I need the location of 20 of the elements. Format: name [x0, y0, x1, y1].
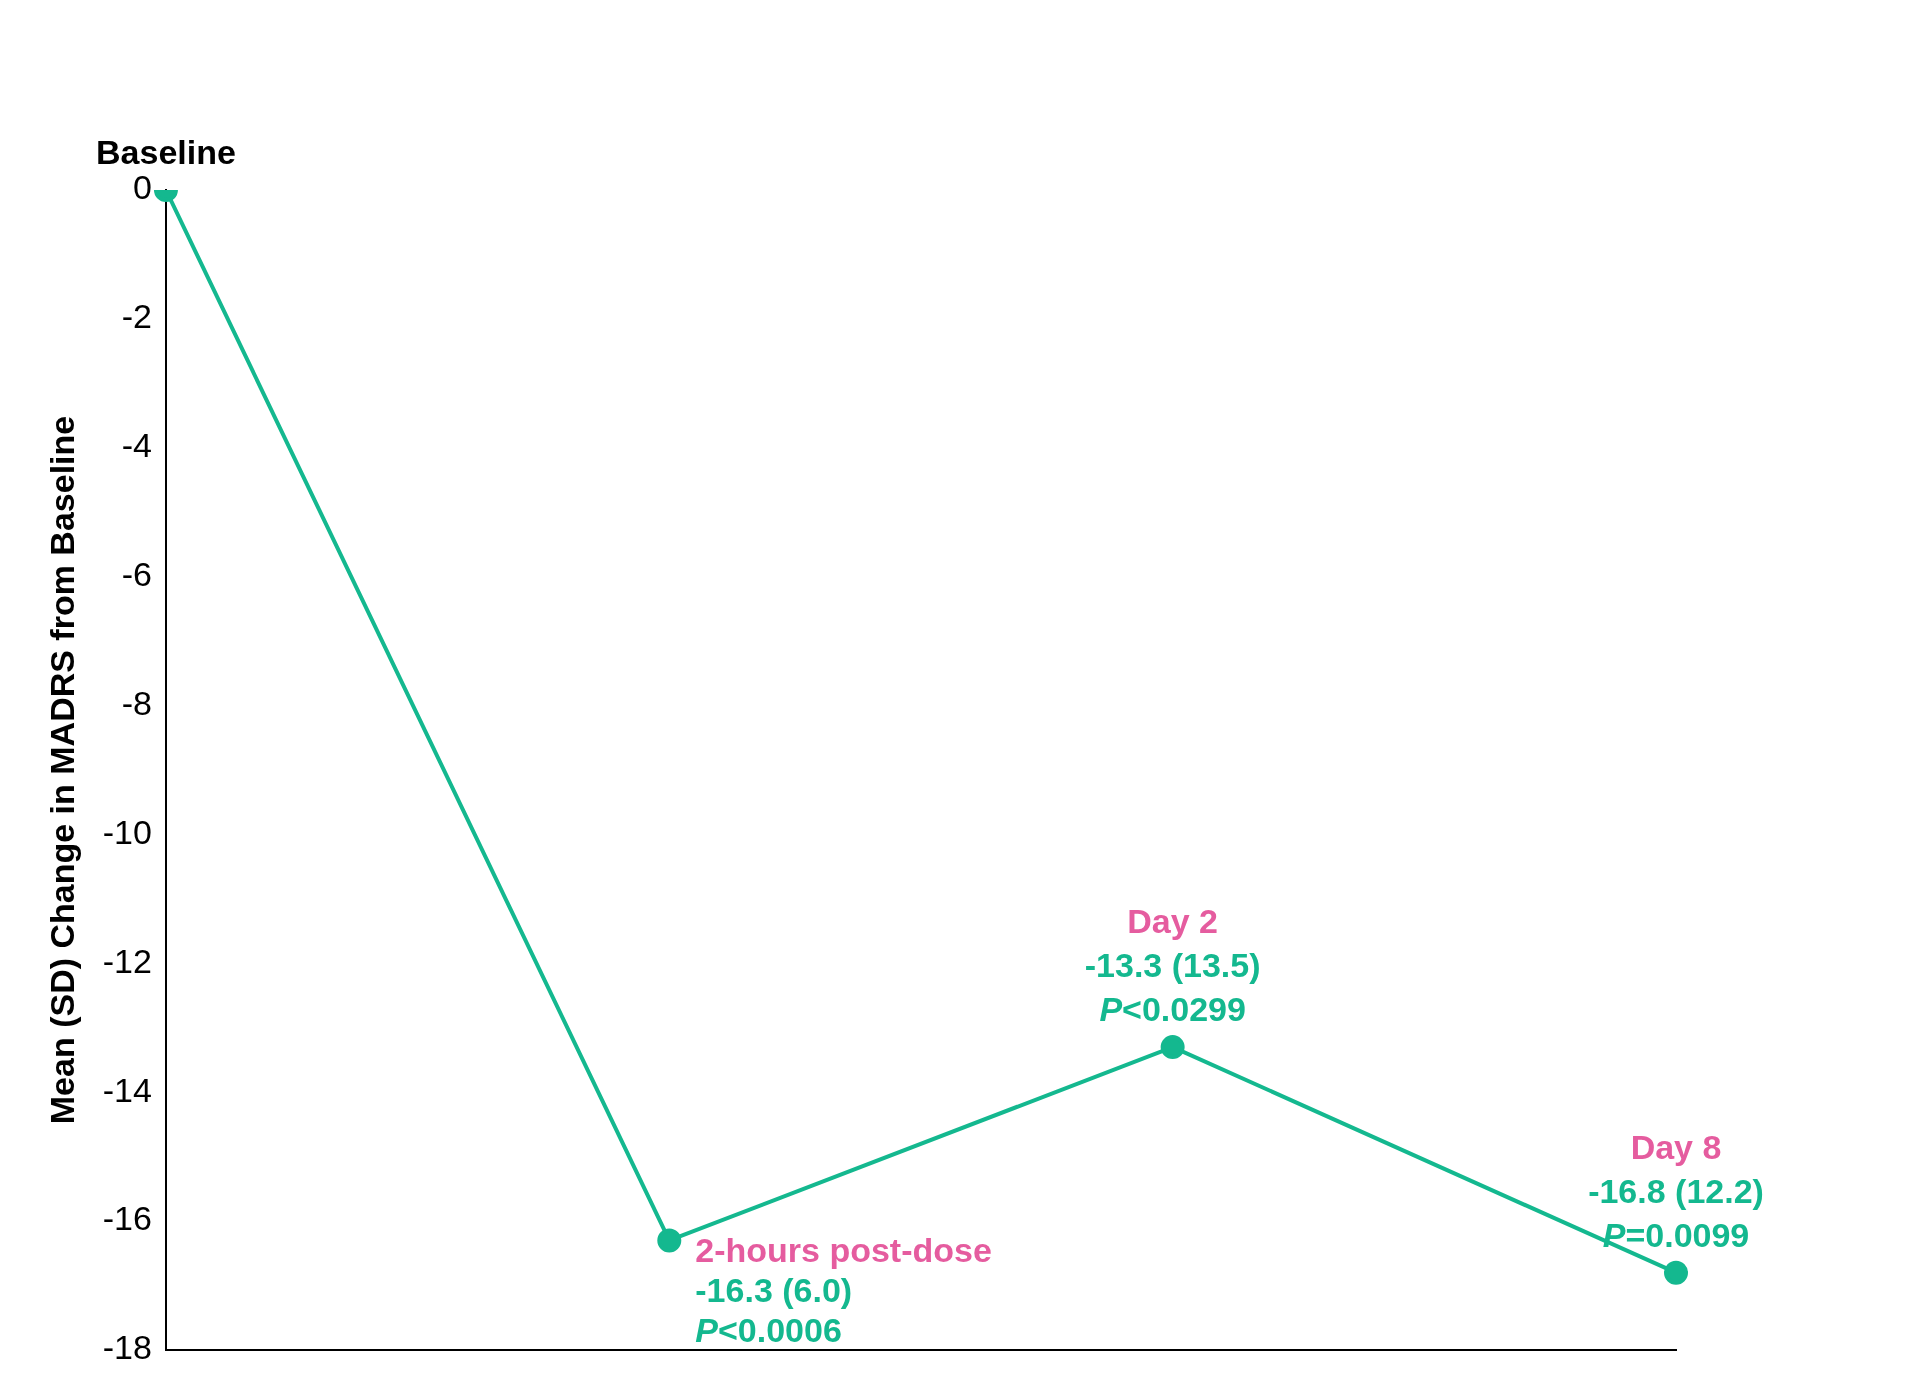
x-tick-label: Day 2 [1127, 902, 1219, 941]
y-tick-label: -8 [121, 683, 152, 722]
data-label: -16.8 (12.2) [1588, 1171, 1764, 1210]
y-axis-title: Mean (SD) Change in MADRS from Baseline [42, 415, 81, 1125]
x-tick-label: Baseline [96, 133, 236, 171]
annotation: P<0.0299 [1099, 990, 1246, 1029]
y-tick-label: -14 [102, 1070, 152, 1109]
y-tick-label: -2 [121, 297, 152, 336]
data-label: -16.3 (6.0) [695, 1271, 853, 1310]
y-tick-label: -4 [121, 426, 152, 465]
data-label: -13.3 (13.5) [1084, 946, 1261, 985]
y-tick-label: -6 [121, 555, 152, 594]
y-tick-label: 0 [133, 168, 152, 207]
y-tick-label: -18 [102, 1328, 152, 1367]
y-tick-label: -10 [102, 812, 152, 851]
x-tick-label: Day 8 [1630, 1127, 1722, 1166]
annotation: P<0.0006 [695, 1311, 842, 1350]
y-tick-label: -12 [102, 941, 152, 980]
y-tick-label: -16 [102, 1199, 152, 1238]
x-tick-label: 2-hours post-dose [695, 1231, 992, 1270]
